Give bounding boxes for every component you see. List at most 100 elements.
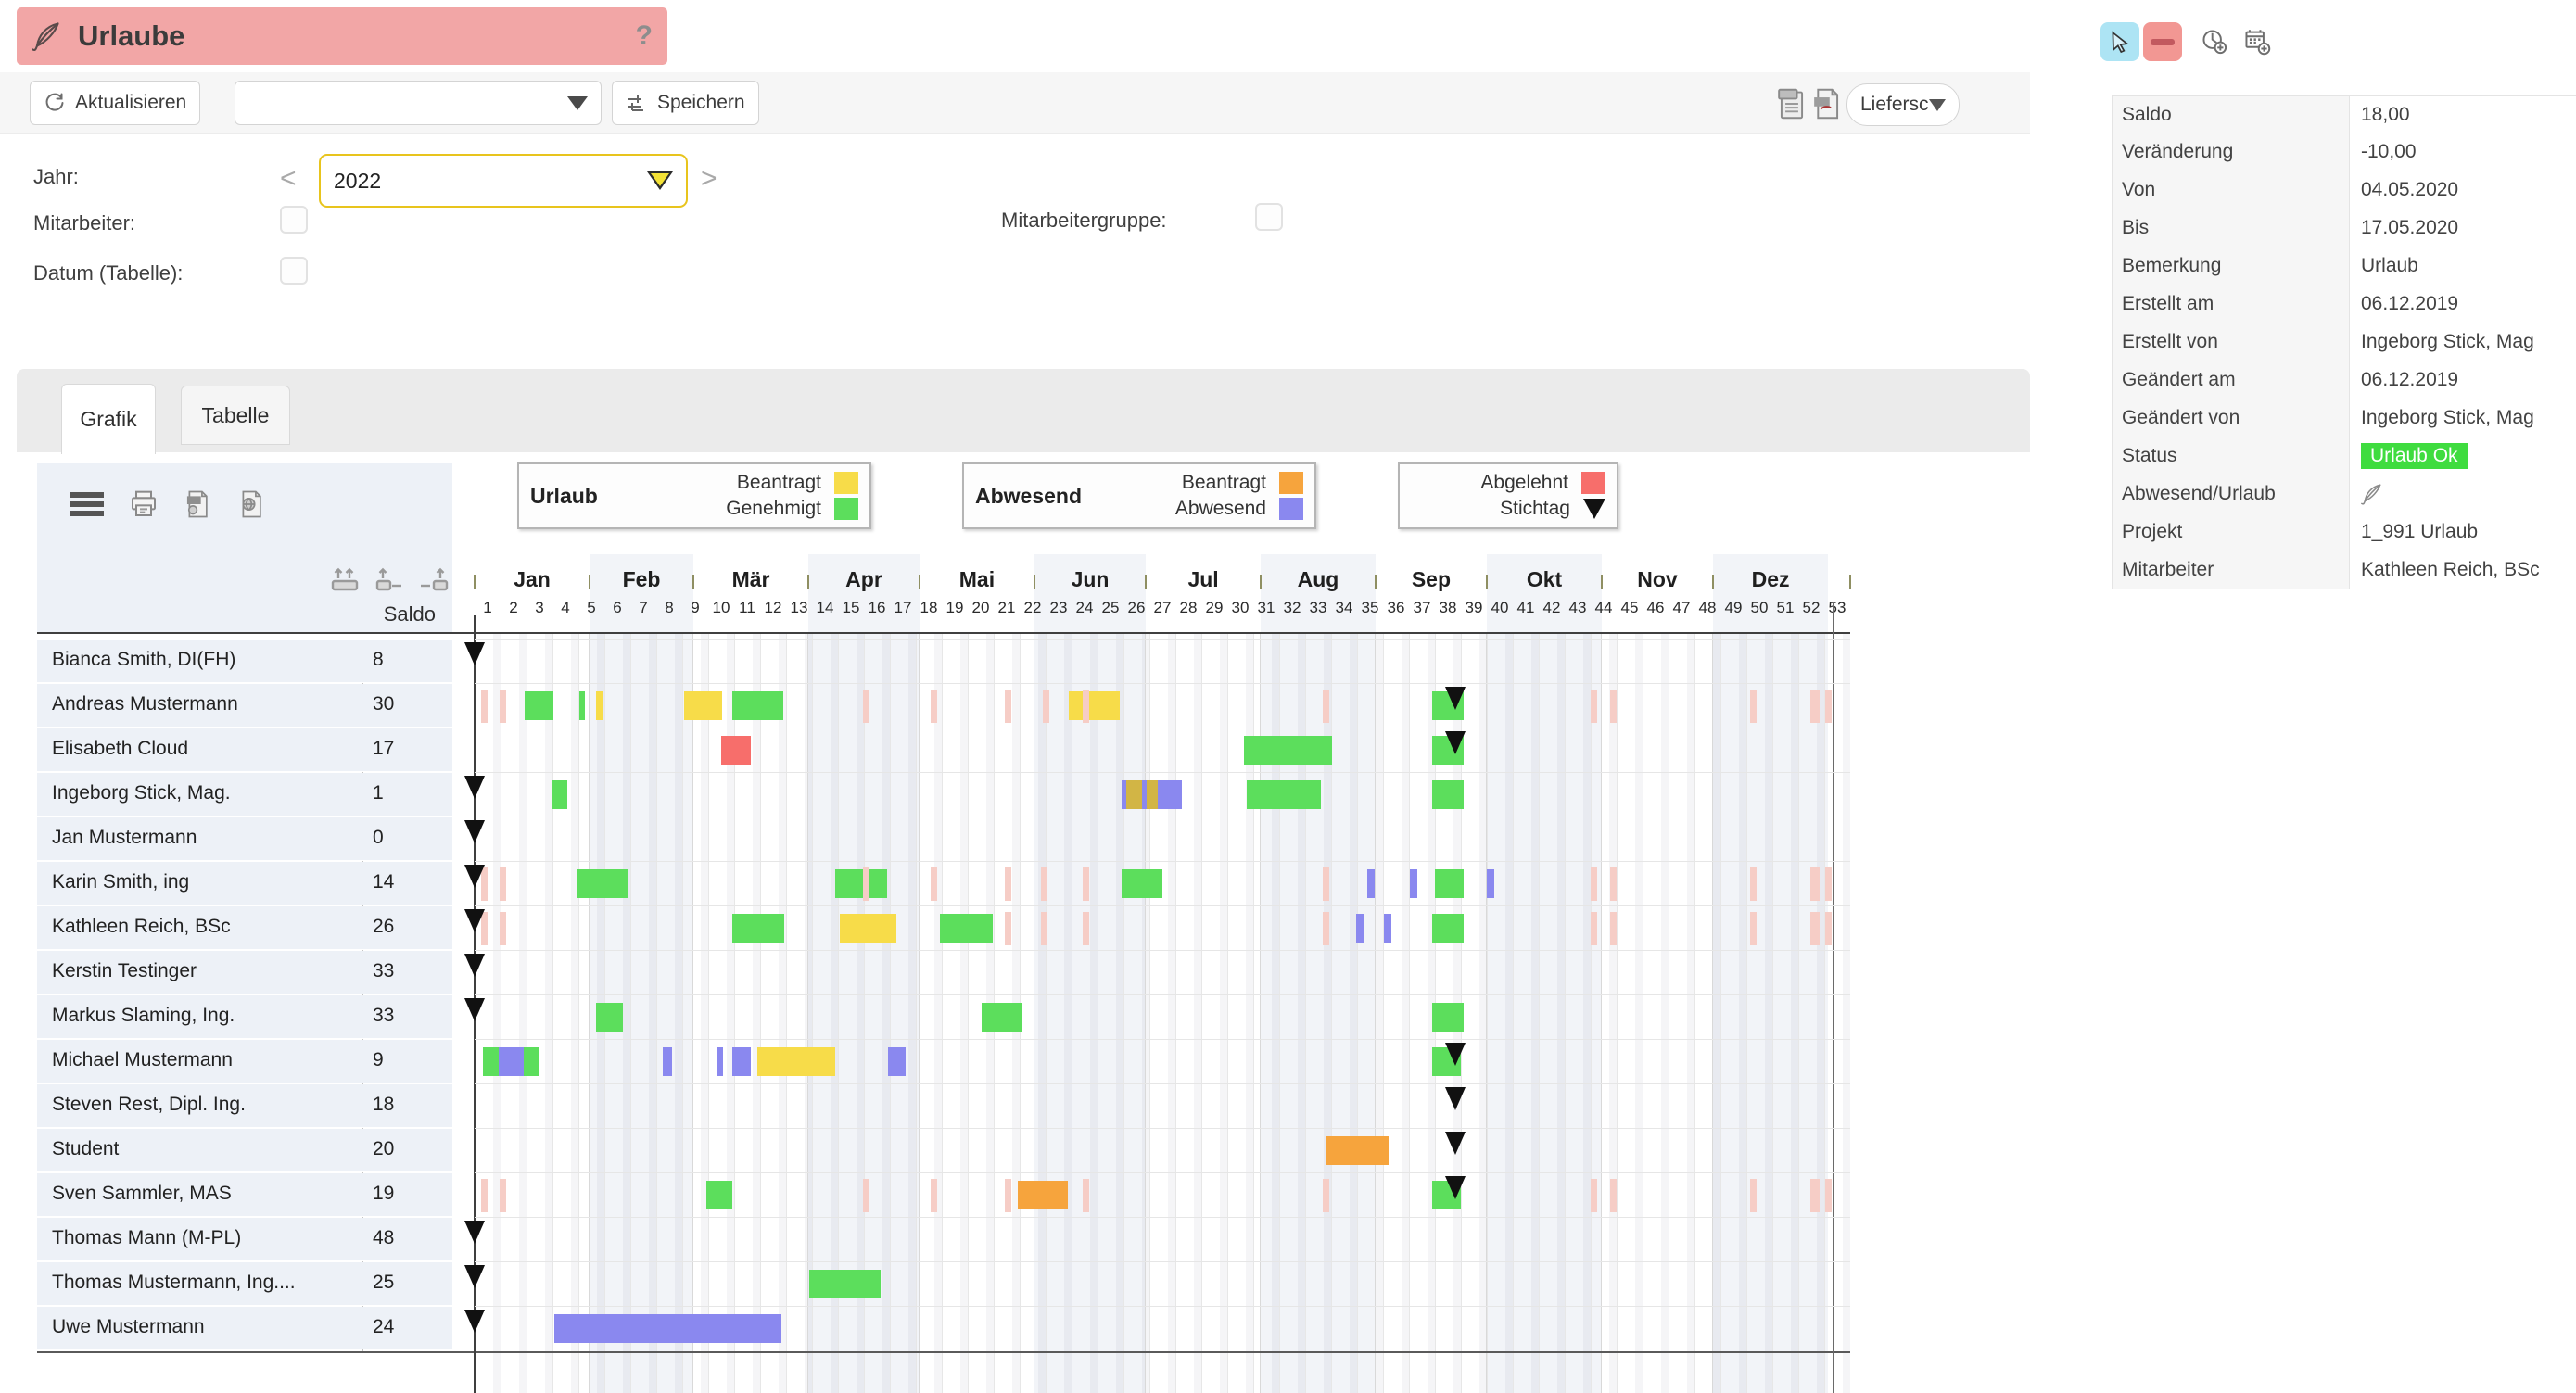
date-filter-checkbox[interactable] [280,257,308,285]
employee-row[interactable]: Kathleen Reich, BSc 26 [37,906,452,949]
employee-group-filter-checkbox[interactable] [1255,203,1283,231]
gantt-bar-absent[interactable] [1141,780,1147,809]
gantt-bar-approved[interactable] [1432,780,1464,809]
gantt-bar-absent[interactable] [1487,869,1495,898]
weekend-stripe [493,632,501,1393]
sort-asc-icon[interactable] [374,567,405,593]
gantt-bar-absent[interactable] [663,1047,673,1076]
holiday-bar [1005,867,1012,901]
print-icon[interactable] [128,489,159,519]
gantt-bar-requested[interactable] [756,1047,835,1076]
refresh-icon [44,92,66,114]
gantt-bar-approved[interactable] [732,914,785,943]
employee-row[interactable]: Michael Mustermann 9 [37,1040,452,1083]
employee-row[interactable]: Student 20 [37,1129,452,1171]
gantt-bar-approved[interactable] [1432,1003,1464,1032]
legend-item: Stichtag [1411,498,1605,520]
gantt-bar-approved[interactable] [808,1270,881,1298]
prev-year-button[interactable]: < [280,163,297,194]
gantt-bar-absent[interactable] [1355,914,1364,943]
employee-row[interactable]: Bianca Smith, DI(FH) 8 [37,640,452,682]
gantt-bar-requested[interactable] [839,914,896,943]
weekend-stripe [1817,632,1824,1393]
gantt-bar-approved[interactable] [482,1047,500,1076]
pdf-export-icon[interactable] [1811,87,1843,120]
gantt-bar-approved[interactable] [834,869,887,898]
week-gridline [1487,632,1488,1393]
sort-both-icon[interactable] [329,567,361,593]
detail-value [2350,475,2576,513]
csv-export-icon[interactable] [1776,87,1808,120]
gantt-bar-absent_requested[interactable] [1326,1136,1389,1165]
employee-filter-checkbox[interactable] [280,206,308,234]
add-absence-tool-button[interactable] [2195,22,2234,61]
tab-grafik[interactable]: Grafik [61,384,156,454]
employee-row[interactable]: Ingeborg Stick, Mag. 1 [37,773,452,816]
html-export-icon[interactable] [235,489,267,519]
gantt-bar-approved[interactable] [551,780,567,809]
add-vacation-tool-button[interactable] [2238,22,2277,61]
week-gridline [656,632,657,1393]
gantt-bar-approved[interactable] [579,691,585,720]
gantt-bar-absent_requested[interactable] [1018,1181,1069,1209]
gantt-bar-approved[interactable] [523,1047,539,1076]
gantt-bar-approved[interactable] [1247,780,1321,809]
year-select[interactable]: 2022 [319,154,688,208]
employee-row[interactable]: Kerstin Testinger 33 [37,951,452,994]
gantt-bar-approved[interactable] [940,914,993,943]
employee-row[interactable]: Elisabeth Cloud 17 [37,728,452,771]
employee-row[interactable]: Thomas Mann (M-PL) 48 [37,1218,452,1260]
gantt-bar-gold[interactable] [1146,780,1158,809]
employee-row[interactable]: Karin Smith, ing 14 [37,862,452,905]
help-icon[interactable]: ? [635,20,653,51]
save-button[interactable]: Speichern [612,81,759,125]
gantt-bar-absent[interactable] [717,1047,723,1076]
gantt-bar-absent[interactable] [499,1047,524,1076]
gantt-bar-approved[interactable] [1122,869,1162,898]
select-tool-button[interactable] [2100,22,2139,61]
gantt-bar-approved[interactable] [1435,869,1464,898]
gantt-bar-absent[interactable] [1410,869,1417,898]
gantt-bar-approved[interactable] [1432,914,1464,943]
gantt-bar-absent[interactable] [1366,869,1376,898]
gantt-bar-approved[interactable] [982,1003,1022,1032]
gantt-bar-approved[interactable] [525,691,554,720]
legend-rows: Abgelehnt Stichtag [1411,472,1605,520]
week-tick-label: 14 [816,599,834,616]
employee-row[interactable]: Thomas Mustermann, Ing.... 25 [37,1262,452,1305]
gantt-bar-absent[interactable] [888,1047,907,1076]
gantt-bar-requested[interactable] [1068,691,1121,720]
row-separator [475,1261,1850,1262]
gantt-bar-absent[interactable] [1122,780,1127,809]
gantt-bar-absent[interactable] [553,1314,781,1343]
gantt-bar-approved[interactable] [596,1003,623,1032]
employee-row[interactable]: Sven Sammler, MAS 19 [37,1173,452,1216]
employee-row[interactable]: Andreas Mustermann 30 [37,684,452,727]
gantt-bar-approved[interactable] [732,691,783,720]
gantt-bar-gold[interactable] [1126,780,1142,809]
gantt-bar-rejected[interactable] [721,736,751,765]
delivery-dropdown[interactable]: Liefersch [1846,83,1960,126]
next-year-button[interactable]: > [701,163,717,194]
gantt-bar-approved[interactable] [577,869,628,898]
tab-tabelle[interactable]: Tabelle [181,386,290,445]
employee-row[interactable]: Jan Mustermann 0 [37,817,452,860]
gantt-bar-absent[interactable] [1157,780,1182,809]
gantt-bar-approved[interactable] [1243,736,1333,765]
menu-icon[interactable] [69,490,106,518]
employee-row[interactable]: Steven Rest, Dipl. Ing. 18 [37,1084,452,1127]
employee-row[interactable]: Markus Slaming, Ing. 33 [37,995,452,1038]
refresh-button[interactable]: Aktualisieren [30,81,201,125]
holiday-bar [1323,867,1330,901]
gantt-bar-absent[interactable] [732,1047,751,1076]
preset-dropdown[interactable] [235,81,602,125]
row-separator [475,683,1850,684]
svg-export-icon[interactable] [182,489,213,519]
gantt-bar-requested[interactable] [596,691,603,720]
employee-row[interactable]: Uwe Mustermann 24 [37,1307,452,1349]
gantt-bar-approved[interactable] [706,1181,733,1209]
sort-desc-icon[interactable] [418,567,450,593]
remove-tool-button[interactable] [2143,22,2182,61]
gantt-bar-absent[interactable] [1384,914,1391,943]
gantt-bar-requested[interactable] [683,691,723,720]
